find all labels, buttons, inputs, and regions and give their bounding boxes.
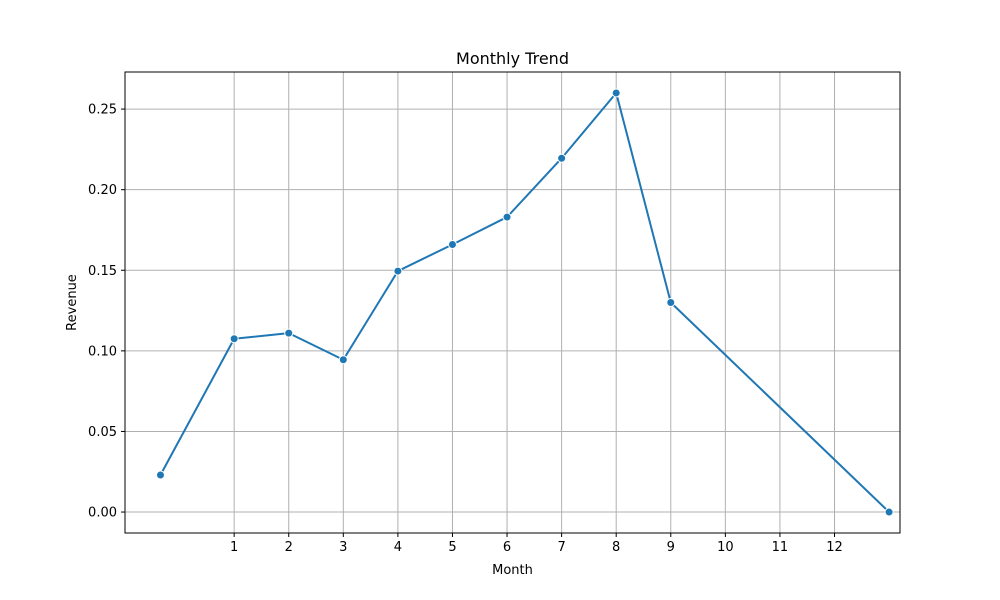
data-point [393, 266, 403, 276]
series-layer [155, 88, 894, 517]
data-point [611, 88, 621, 98]
x-tick-label: 7 [557, 540, 565, 555]
x-tick-label: 11 [772, 540, 789, 555]
data-point [884, 507, 894, 517]
plot-frame [124, 71, 901, 534]
data-point [502, 212, 512, 222]
y-tick-label: 0.15 [88, 264, 117, 279]
x-tick-label: 1 [230, 540, 238, 555]
y-tick-label: 0.10 [88, 344, 117, 359]
data-point [557, 153, 567, 163]
x-tick-label: 3 [339, 540, 347, 555]
x-tick-label: 9 [667, 540, 675, 555]
x-tick-label: 10 [717, 540, 734, 555]
data-point [155, 470, 165, 480]
y-tick-label: 0.05 [88, 425, 117, 440]
x-tick-label: 5 [448, 540, 456, 555]
data-point [338, 355, 348, 365]
x-tick-label: 4 [394, 540, 402, 555]
y-tick-label: 0.20 [88, 183, 117, 198]
data-point [447, 239, 457, 249]
data-point [229, 334, 239, 344]
x-axis-ticks: 1 2 3 4 5 6 7 8 9 10 11 12 [230, 533, 843, 555]
y-axis-label: Revenue [65, 274, 80, 331]
x-tick-label: 12 [826, 540, 843, 555]
x-tick-label: 8 [612, 540, 620, 555]
x-axis-label: Month [492, 563, 533, 578]
data-point [284, 328, 294, 338]
data-point [666, 298, 676, 307]
y-tick-label: 0.25 [88, 103, 117, 118]
y-axis-ticks: 0.00 0.05 0.10 0.15 0.20 0.25 [88, 103, 125, 521]
y-tick-label: 0.00 [88, 506, 117, 521]
plot-area [125, 72, 900, 533]
chart-title: Monthly Trend [456, 49, 569, 68]
x-tick-label: 2 [285, 540, 293, 555]
x-tick-label: 6 [503, 540, 511, 555]
grid-lines [125, 72, 900, 533]
